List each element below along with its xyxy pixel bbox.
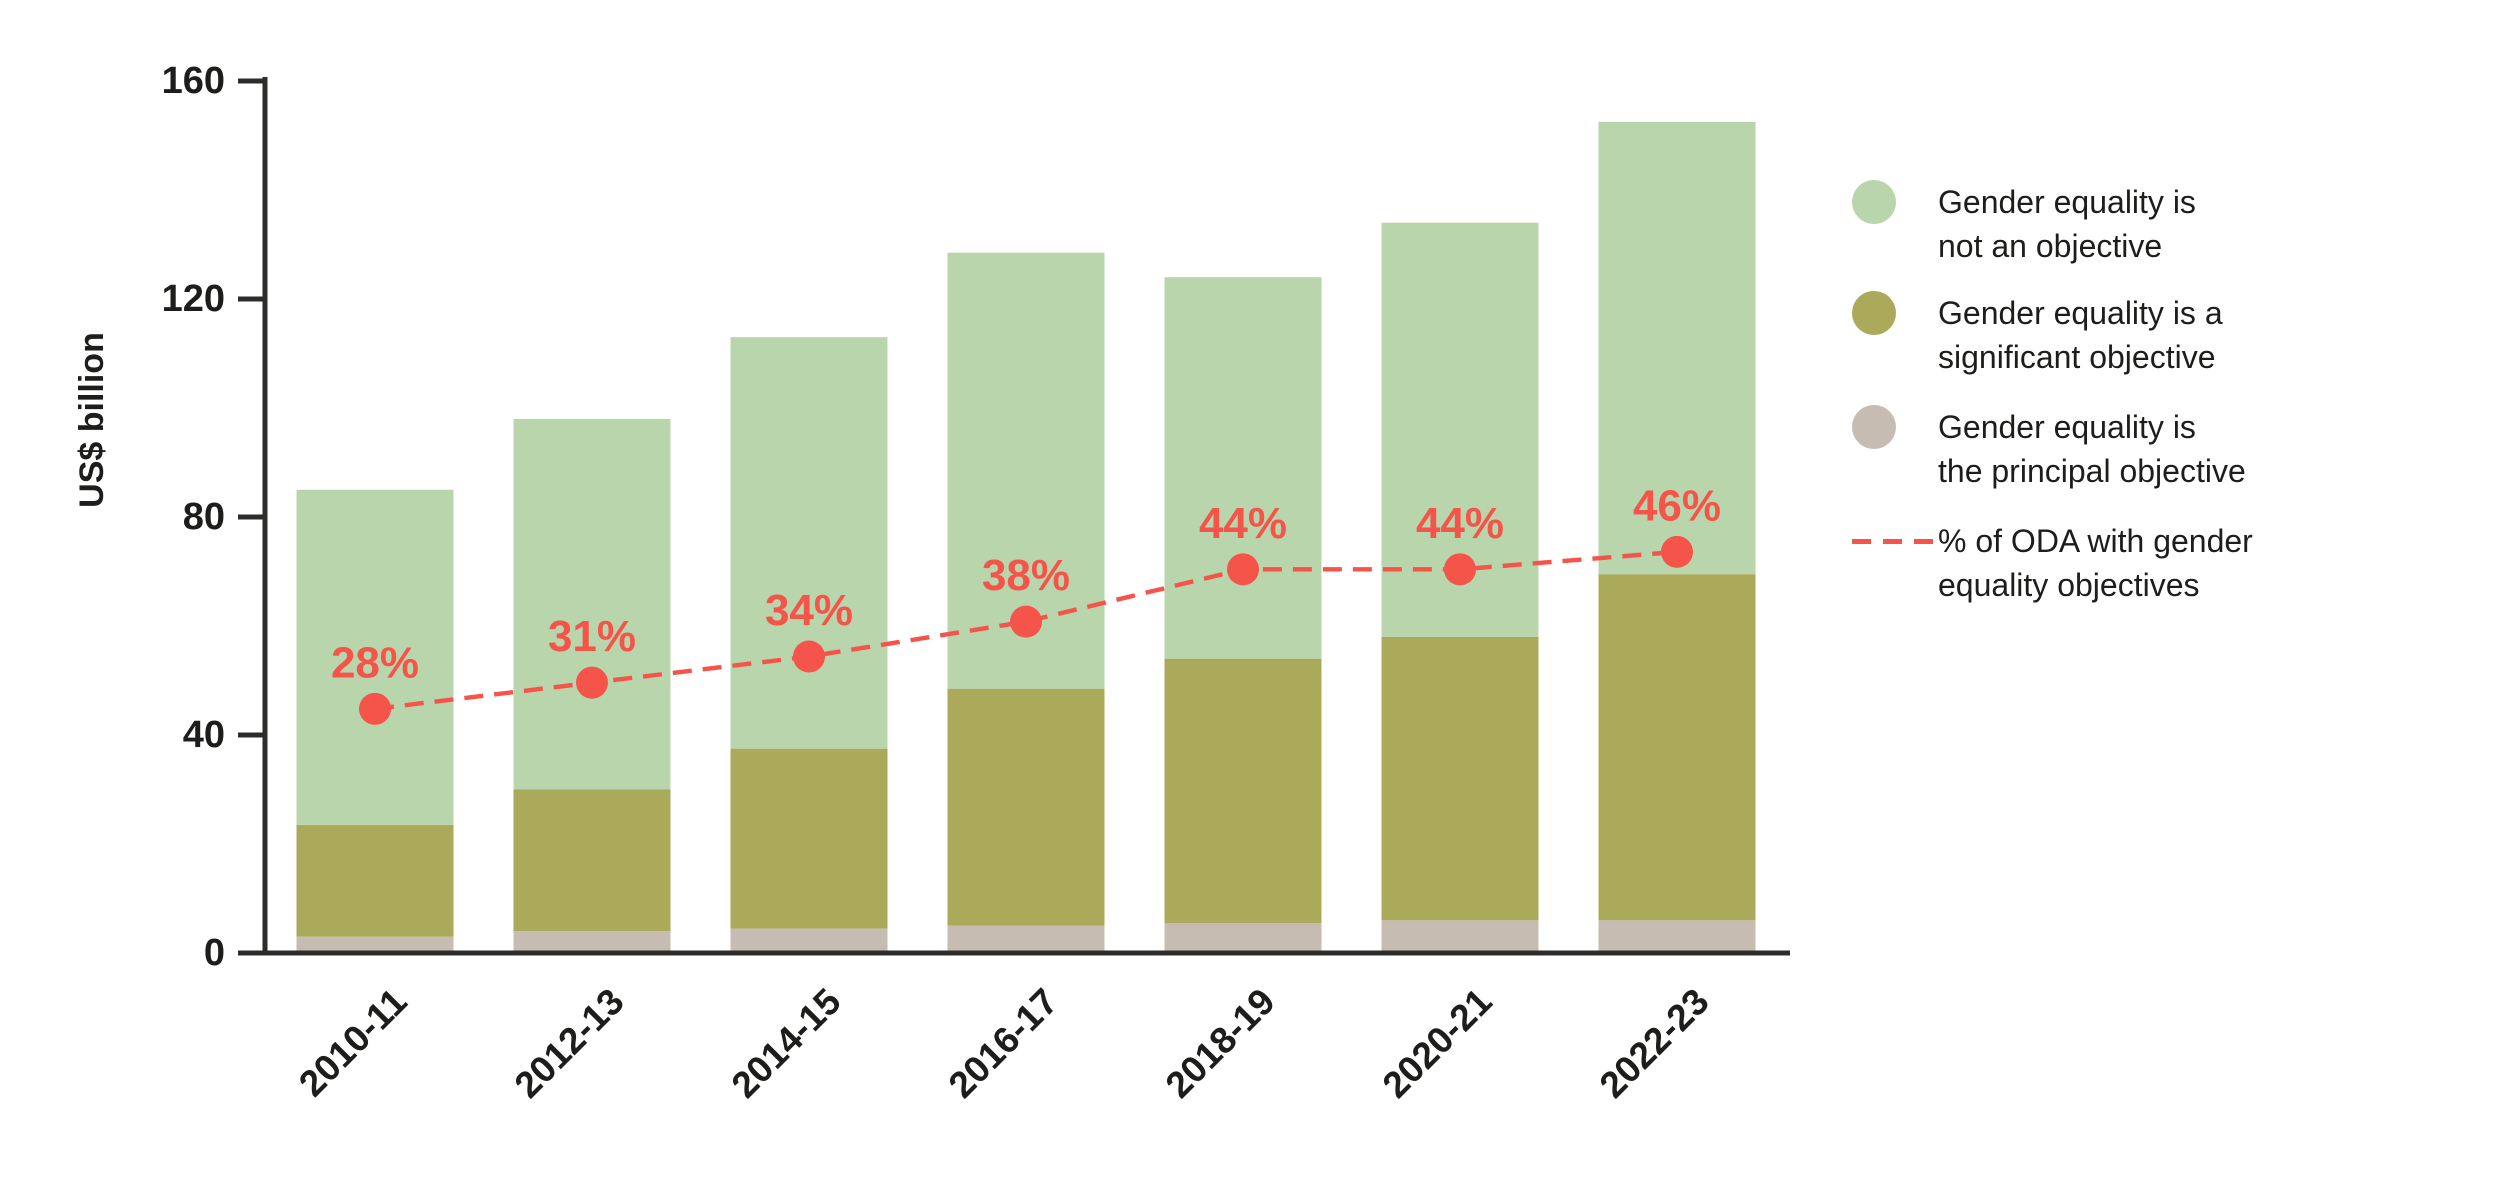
legend-swatch-col [1852,519,1938,544]
legend-label-line: Gender equality is [1938,409,2196,445]
oda-pct-value-label-2022-23: 46% [1633,481,1721,530]
x-label-2012-13: 2012-13 [507,981,632,1106]
oda-pct-value-label-2018-19: 44% [1199,499,1287,548]
legend-circle-swatch-olive [1852,291,1896,335]
bar-segment-principal-2016-17 [947,925,1105,953]
legend-label-not-objective: Gender equality is not an objective [1938,180,2196,268]
oda-pct-marker-2018-19 [1227,553,1259,586]
bar-segment-significant-2020-21 [1381,636,1539,921]
legend-label-line: not an objective [1938,228,2163,264]
oda-pct-value-label-2010-11: 28% [331,638,419,687]
oda-pct-marker-2020-21 [1444,553,1476,586]
oda-pct-marker-2016-17 [1010,605,1042,638]
legend-item-not-objective: Gender equality is not an objective [1852,180,2196,268]
bar-segment-significant-2018-19 [1164,658,1322,924]
bar-segment-significant-2012-13 [513,789,671,932]
x-label-2014-15: 2014-15 [724,981,849,1106]
legend-swatch-col [1852,291,1938,335]
bar-segment-principal-2022-23 [1598,920,1756,953]
oda-pct-marker-2010-11 [359,692,391,725]
bar-segment-principal-2014-15 [730,928,888,953]
legend-label-line: the principal objective [1938,453,2246,489]
legend-item-oda-pct-line: % of ODA with gender equality objectives [1852,519,2253,607]
legend-label-line: Gender equality is [1938,184,2196,220]
legend-circle-swatch-green [1852,180,1896,224]
bar-segment-principal-2012-13 [513,931,671,953]
y-tick-label-40: 40 [183,714,225,756]
bar-segment-principal-2020-21 [1381,920,1539,953]
y-tick-label-0: 0 [204,932,225,974]
bar-segment-not-objective-2014-15 [730,337,888,749]
oda-pct-marker-2022-23 [1661,535,1693,568]
bar-segment-principal-2018-19 [1164,923,1322,953]
legend-label-line: equality objectives [1938,567,2200,603]
bar-segment-significant-2014-15 [730,748,888,929]
y-tick-label-160: 160 [162,60,225,102]
legend-label-line: % of ODA with gender [1938,523,2253,559]
legend-label-principal: Gender equality is the principal objecti… [1938,405,2246,493]
y-tick-label-80: 80 [183,496,225,538]
bar-segment-principal-2010-11 [296,936,454,953]
bar-segment-not-objective-2022-23 [1598,121,1756,575]
bar-segment-not-objective-2012-13 [513,418,671,790]
y-axis-title: US$ billion [73,332,111,508]
bar-segment-not-objective-2018-19 [1164,277,1322,659]
bar-segment-significant-2016-17 [947,688,1105,926]
oda-pct-value-label-2020-21: 44% [1416,499,1504,548]
oda-pct-value-label-2012-13: 31% [548,612,636,661]
oda-pct-value-label-2016-17: 38% [982,551,1070,600]
legend-dashed-line-swatch [1852,539,1936,544]
x-label-2022-23: 2022-23 [1592,981,1717,1106]
x-label-2018-19: 2018-19 [1158,981,1283,1106]
oda-pct-value-label-2014-15: 34% [765,586,853,635]
legend-label-significant: Gender equality is a significant objecti… [1938,291,2223,379]
legend-label-oda-pct: % of ODA with gender equality objectives [1938,519,2253,607]
legend-item-significant: Gender equality is a significant objecti… [1852,291,2223,379]
legend-swatch-col [1852,180,1938,224]
legend-item-principal: Gender equality is the principal objecti… [1852,405,2246,493]
x-label-2010-11: 2010-11 [291,981,415,1105]
y-tick-label-120: 120 [162,278,225,320]
x-label-2020-21: 2020-21 [1375,981,1500,1106]
oda-pct-marker-2014-15 [793,640,825,673]
legend-circle-swatch-taupe [1852,405,1896,449]
oda-pct-marker-2012-13 [576,666,608,699]
bar-segment-significant-2010-11 [296,824,454,937]
bar-segment-significant-2022-23 [1598,574,1756,921]
x-label-2016-17: 2016-17 [941,981,1066,1106]
legend-swatch-col [1852,405,1938,449]
legend-label-line: significant objective [1938,339,2216,375]
bar-segment-not-objective-2010-11 [296,489,454,825]
legend-label-line: Gender equality is a [1938,295,2223,331]
